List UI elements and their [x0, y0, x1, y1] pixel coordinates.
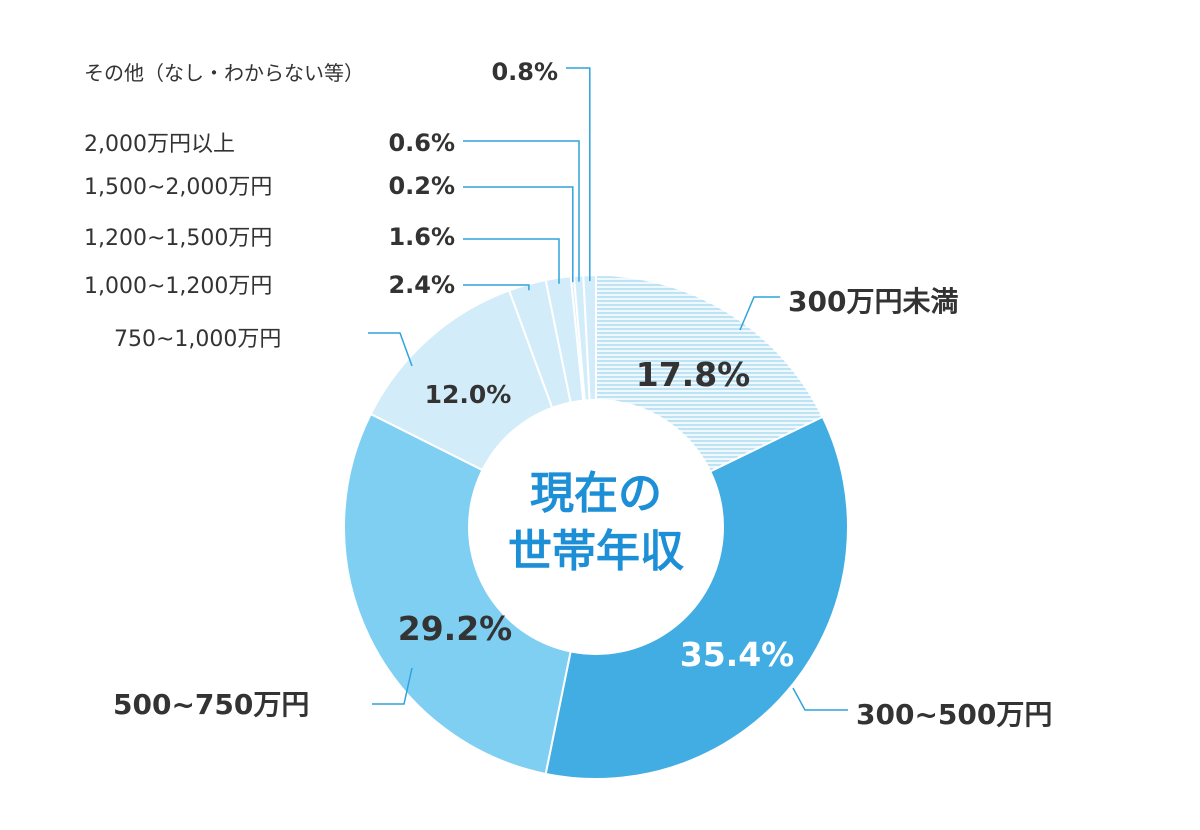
value-label-300-under: 17.8%: [636, 355, 751, 394]
category-label-1000-1200: 1,000~1,200万円: [84, 274, 272, 299]
leader-1200-1500: [463, 238, 560, 284]
value-label-other: 0.8%: [491, 58, 558, 86]
leader-750-1000: [368, 332, 413, 367]
value-label-2000-over: 0.6%: [388, 129, 455, 157]
center-title-line-2: 世帯年収: [508, 526, 684, 577]
value-label-750-1000: 12.0%: [425, 380, 512, 409]
center-title-line-1: 現在の: [530, 468, 662, 519]
category-label-other: その他（なし・わからない等）: [84, 61, 364, 85]
category-label-300-500: 300~500万円: [856, 698, 1052, 731]
category-label-1500-2000: 1,500~2,000万円: [84, 175, 272, 200]
donut-hole: [468, 399, 724, 655]
leader-300-500: [792, 687, 848, 711]
value-label-1500-2000: 0.2%: [388, 172, 455, 200]
value-label-1200-1500: 1.6%: [388, 223, 455, 251]
leader-300-under: [739, 296, 780, 331]
leader-1000-1200: [463, 284, 530, 291]
leader-other: [566, 67, 591, 282]
leader-1500-2000: [463, 186, 574, 283]
category-label-750-1000: 750~1,000万円: [114, 327, 281, 352]
leader-2000-over: [463, 140, 580, 282]
category-label-1200-1500: 1,200~1,500万円: [84, 226, 272, 251]
category-label-2000-over: 2,000万円以上: [84, 132, 235, 157]
value-label-300-500: 35.4%: [680, 635, 795, 674]
value-label-500-750: 29.2%: [398, 609, 513, 648]
leader-lines-group: [368, 67, 848, 711]
value-label-1000-1200: 2.4%: [388, 271, 455, 299]
category-label-300-under: 300万円未満: [788, 285, 958, 318]
leader-500-750: [372, 667, 413, 705]
category-label-500-750: 500~750万円: [113, 688, 309, 721]
